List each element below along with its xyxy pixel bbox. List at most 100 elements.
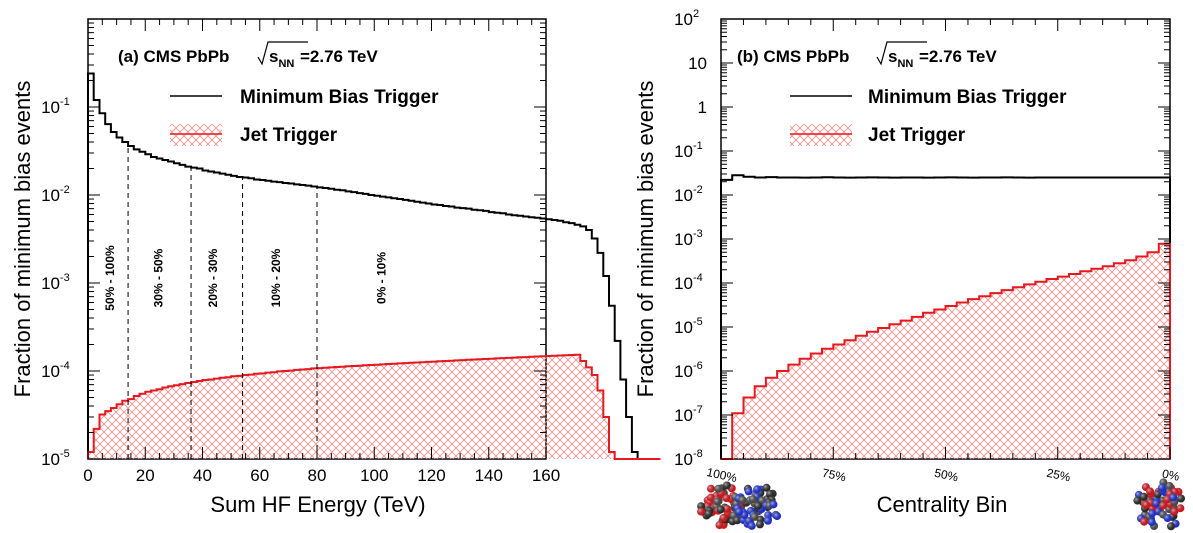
- svg-text:sNN: sNN: [888, 47, 913, 70]
- panel-b-title: (b) CMS PbPb: [737, 47, 849, 66]
- x-tick-label: 140: [475, 466, 503, 485]
- plot-area-a: 50% - 100% 30% - 50% 20% - 30% 10% - 20% 0% …: [87, 72, 661, 460]
- nucleon-shine: [1139, 492, 1148, 501]
- nucleon-shine: [1177, 494, 1185, 503]
- legend-b: Minimum Bias Trigger Jet Trigger: [790, 87, 1067, 146]
- series-1-line: [87, 353, 661, 460]
- nucleon-shine: [1140, 517, 1149, 526]
- y-tick-exponent: -3: [693, 228, 703, 240]
- x-tick-label: 50%: [933, 466, 960, 485]
- y-tick-exponent: -5: [60, 448, 70, 460]
- nucleon-shine: [1147, 518, 1156, 527]
- nucleon-shine: [766, 490, 775, 498]
- nucleon-shine: [769, 500, 778, 509]
- x-tick-label: 100: [360, 466, 388, 485]
- y-tick-exponent: -6: [693, 360, 703, 372]
- nucleon-shine: [1170, 507, 1179, 516]
- x-tick-label: 120: [417, 466, 445, 485]
- y-tick-exponent: -1: [693, 140, 703, 152]
- nucleon-shine: [733, 516, 742, 525]
- y-axis-label-b: Fraction of minimum bias events: [633, 81, 658, 398]
- nucleon-shine: [1142, 500, 1151, 509]
- svg-text:sNN: sNN: [269, 47, 294, 70]
- nucleon-shine: [713, 497, 722, 506]
- y-tick-label: 10: [674, 230, 693, 249]
- y-tick-label: 10: [41, 450, 60, 469]
- y-tick-exponent: 2: [693, 8, 699, 20]
- sqrt-symbol-b: sNN =2.76 TeV: [876, 41, 997, 70]
- y-tick-exponent: -1: [60, 96, 70, 108]
- nucleon-shine: [762, 483, 771, 492]
- legend-a: Minimum Bias Trigger Jet Trigger: [170, 87, 439, 146]
- y-tick-label: 1: [698, 98, 707, 117]
- nucleus-overlap-icon: [1133, 478, 1185, 531]
- x-tick-label: 40: [193, 466, 212, 485]
- x-tick-label: 0: [83, 466, 92, 485]
- y-tick-label: 10: [41, 274, 60, 293]
- nucleon-shine: [1146, 487, 1155, 496]
- y-tick-exponent: -3: [60, 272, 70, 284]
- nucleon-shine: [723, 504, 731, 513]
- panel-b-energy: =2.76 TeV: [919, 47, 997, 66]
- legend-label-min-bias: Minimum Bias Trigger: [240, 87, 439, 108]
- y-tick-exponent: -4: [693, 272, 703, 284]
- series-1-fill: [88, 354, 661, 459]
- x-tick-label: 75%: [821, 466, 848, 485]
- nucleon-shine: [697, 507, 706, 516]
- y-tick-label: 10: [674, 142, 693, 161]
- nucleon-shine: [707, 484, 715, 493]
- nucleon-shine: [750, 512, 759, 521]
- nucleon-shine: [1165, 482, 1174, 490]
- x-tick-label: 25%: [1045, 466, 1072, 485]
- nucleon-shine: [704, 509, 713, 518]
- legend-label-jet-b: Jet Trigger: [868, 125, 966, 146]
- x-tick-label: 80: [308, 466, 327, 485]
- centrality-band-label: 50% - 100%: [103, 245, 117, 311]
- legend-swatch-jet-b: [790, 124, 852, 146]
- y-tick-label: 10: [41, 186, 60, 205]
- y-tick-label: 10: [688, 54, 707, 73]
- y-tick-label: 10: [41, 98, 60, 117]
- y-tick-exponent: -8: [693, 448, 703, 460]
- nucleon-shine: [1148, 509, 1157, 518]
- x-tick-label: 100%: [705, 465, 738, 485]
- centrality-band-label: 30% - 50%: [151, 248, 165, 307]
- panel-a-title: (a) CMS PbPb: [118, 47, 229, 66]
- nucleon-shine: [1157, 483, 1166, 492]
- nucleon-shine: [1176, 504, 1185, 513]
- nucleus-pair-icon: [697, 481, 782, 530]
- y-tick-label: 10: [41, 362, 60, 381]
- x-tick-label: 60: [250, 466, 269, 485]
- plot-area-b: [720, 174, 1171, 460]
- centrality-band-label: 0% - 10%: [375, 252, 389, 304]
- y-tick-label: 10: [674, 362, 693, 381]
- nucleon-shine: [763, 516, 772, 525]
- nucleon-shine: [747, 521, 756, 530]
- x-tick-label: 20: [136, 466, 155, 485]
- legend-label-min-bias-b: Minimum Bias Trigger: [868, 87, 1067, 108]
- legend-label-jet: Jet Trigger: [240, 125, 338, 146]
- y-tick-exponent: -7: [693, 404, 703, 416]
- nucleon-shine: [773, 512, 782, 521]
- nucleon-shine: [722, 481, 731, 490]
- y-tick-label: 10: [674, 450, 693, 469]
- y-axis-label-a: Fraction of minimum bias events: [10, 81, 35, 398]
- nucleon-shine: [753, 485, 762, 494]
- y-tick-label: 10: [674, 318, 693, 337]
- y-tick-exponent: -2: [60, 184, 70, 196]
- nucleon-shine: [706, 493, 715, 502]
- y-tick-exponent: -2: [693, 184, 703, 196]
- series-1-fill: [721, 243, 1170, 459]
- nucleon-shine: [1152, 499, 1161, 508]
- nucleon-shine: [716, 505, 725, 514]
- nucleon-shine: [1169, 493, 1178, 502]
- panel-a: 50% - 100% 30% - 50% 20% - 30% 10% - 20% 0% …: [10, 18, 661, 517]
- nucleon-shine: [756, 520, 764, 529]
- centrality-band-label: 10% - 20%: [269, 248, 283, 307]
- y-tick-label: 10: [674, 186, 693, 205]
- nucleon-shine: [754, 501, 763, 510]
- centrality-band-label: 20% - 30%: [206, 248, 220, 307]
